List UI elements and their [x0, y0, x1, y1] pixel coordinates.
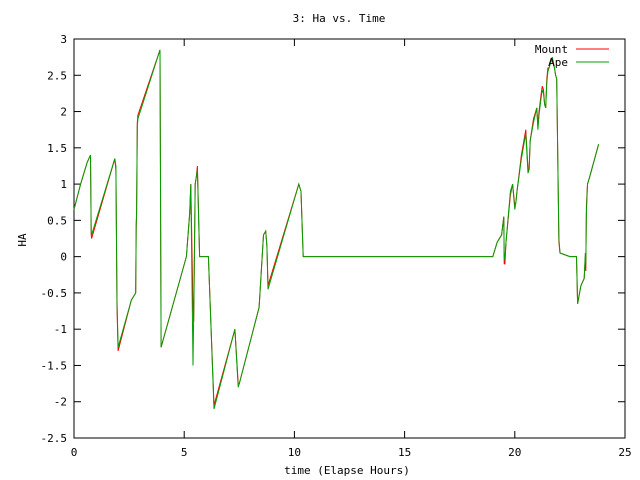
- y-tick-label: 0.5: [47, 214, 67, 227]
- y-tick-label: 1: [60, 178, 67, 191]
- y-axis-label: HA: [16, 233, 29, 247]
- chart-title: 3: Ha vs. Time: [293, 12, 386, 25]
- x-tick-label: 5: [181, 446, 188, 459]
- y-tick-label: -2.5: [41, 432, 68, 445]
- y-tick-label: 1.5: [47, 142, 67, 155]
- legend-label-mount: Mount: [535, 43, 568, 56]
- y-tick-label: 3: [60, 33, 67, 46]
- x-tick-label: 0: [71, 446, 78, 459]
- x-axis-label: time (Elapse Hours): [284, 464, 410, 477]
- legend-label-ape: Ape: [548, 56, 568, 69]
- axis-ticks: 0 5 10 15 20 25 -2.5 -2 -1.5 -1 -0.5 0 0.5 1 1.5 2 2.5 3: [41, 33, 632, 459]
- y-tick-label: -2: [54, 396, 67, 409]
- y-tick-label: -0.5: [41, 287, 68, 300]
- series-layer: [73, 49, 600, 410]
- y-tick-label: -1: [54, 323, 67, 336]
- series-line-ape: [73, 49, 600, 410]
- x-tick-label: 20: [508, 446, 521, 459]
- y-tick-label: -1.5: [41, 359, 68, 372]
- y-tick-label: 2.5: [47, 69, 67, 82]
- x-tick-label: 15: [398, 446, 411, 459]
- y-tick-label: 0: [60, 251, 67, 264]
- y-tick-label: 2: [60, 106, 67, 119]
- x-tick-label: 10: [288, 446, 301, 459]
- series-line-mount: [73, 49, 600, 406]
- plot-frame: [73, 38, 626, 439]
- x-tick-label: 25: [618, 446, 631, 459]
